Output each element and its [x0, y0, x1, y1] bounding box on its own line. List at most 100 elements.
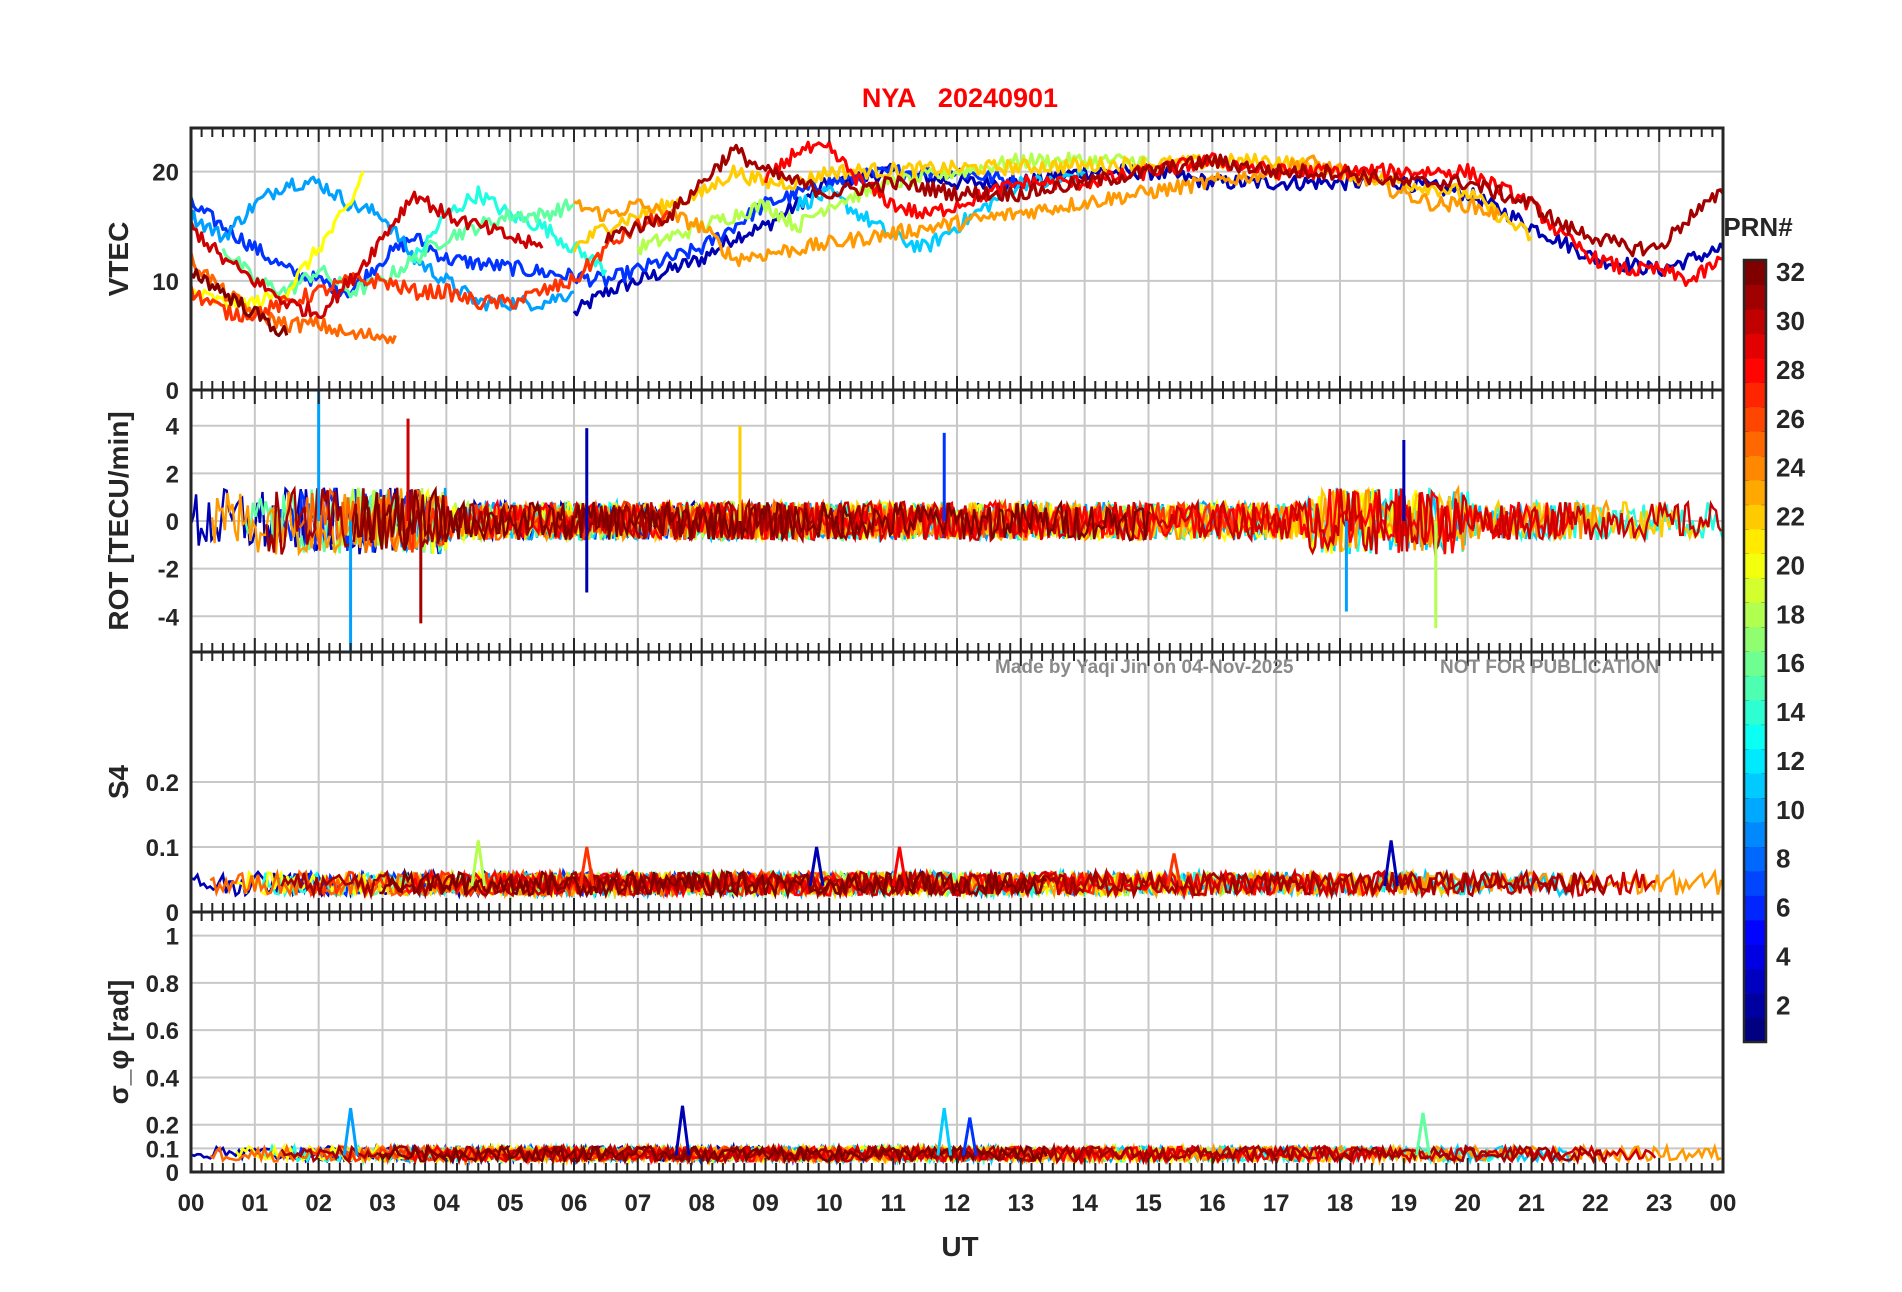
y-tick-label: 0.1 [146, 1136, 179, 1163]
y-tick-label: 0 [166, 509, 179, 536]
vtec-series-prn-5 [191, 164, 1022, 299]
colorbar-segment [1744, 260, 1766, 285]
y-tick-label: 20 [152, 160, 179, 187]
colorbar-segment [1744, 553, 1766, 579]
x-tick-label: 03 [369, 1190, 396, 1217]
y-tick-label: 4 [166, 414, 180, 441]
y-axis-label-s4: S4 [103, 764, 134, 799]
x-tick-label: 10 [816, 1190, 843, 1217]
y-tick-label: 0.8 [146, 971, 179, 998]
colorbar-tick-label: 26 [1776, 404, 1805, 434]
y-tick-label: 2 [166, 461, 179, 488]
sigma_phi-series [404, 1142, 1387, 1166]
vtec-series-prn-27 [191, 210, 672, 323]
panel-sigma_phi: 00.10.2 0.4 0.6 0.8 1 σ_φ [rad] [103, 910, 1725, 1187]
colorbar-segment [1744, 333, 1766, 359]
x-tick-label: 22 [1582, 1190, 1609, 1217]
colorbar-segment [1744, 846, 1766, 872]
colorbar-tick-label: 8 [1776, 844, 1790, 874]
colorbar-tick-label: 18 [1776, 599, 1805, 629]
panel-sigma_phi-data [191, 1105, 1722, 1167]
panel-vtec: 0 10 20 VTEC [103, 126, 1725, 405]
vtec-series-prn-30 [191, 190, 544, 320]
x-minor-ticks [190, 128, 1724, 390]
y-tick-label: 0.1 [146, 835, 179, 862]
colorbar-segment [1744, 870, 1766, 896]
colorbar-tick-label: 14 [1776, 697, 1805, 727]
x-axis-label: UT [941, 1231, 978, 1262]
colorbar-segment [1744, 382, 1766, 408]
x-tick-label: 13 [1007, 1190, 1034, 1217]
vtec-series-prn-18 [636, 151, 1150, 256]
colorbar-segment [1744, 455, 1766, 481]
sigma_phi-peak [342, 1107, 359, 1156]
colorbar-segment [1744, 431, 1766, 456]
colorbar-segment [1744, 675, 1766, 701]
colorbar-segment [1744, 724, 1766, 750]
y-tick-label: 0.6 [146, 1018, 179, 1045]
sigma_phi-peak [936, 1107, 953, 1156]
vtec-series-prn-9 [191, 175, 575, 312]
s4-peak [470, 840, 487, 887]
x-tick-label: 00 [178, 1190, 205, 1217]
y-tick-label: -2 [158, 557, 179, 584]
colorbar-tick-label: 28 [1776, 355, 1805, 385]
s4-peak [1166, 853, 1182, 887]
colorbar-segment [1744, 773, 1766, 799]
x-tick-label: 11 [880, 1190, 905, 1217]
x-minor-ticks [190, 652, 1724, 912]
colorbar-segment [1744, 528, 1766, 554]
y-tick-label: 0.2 [146, 1113, 179, 1140]
colorbar-segment [1744, 626, 1766, 652]
colorbar-segment [1744, 406, 1766, 432]
colorbar-segment [1744, 944, 1766, 970]
x-tick-label: 00 [1710, 1190, 1737, 1217]
x-tick-label: 08 [688, 1190, 715, 1217]
x-tick-label: 04 [433, 1190, 460, 1217]
y-tick-label: 10 [152, 269, 179, 296]
y-tick-label: -4 [158, 604, 180, 631]
rot-series [473, 488, 1574, 555]
vtec-series-prn-31 [604, 143, 1723, 258]
x-minor-ticks [190, 912, 1724, 1172]
x-tick-label: 16 [1199, 1190, 1226, 1217]
colorbar-segment [1744, 284, 1766, 310]
colorbar-tick-label: 10 [1776, 795, 1805, 825]
colorbar-segment [1744, 651, 1766, 676]
colorbar-segment [1744, 357, 1766, 383]
rot-series [265, 485, 867, 555]
y-tick-label: 0 [166, 900, 179, 927]
x-tick-label: 19 [1390, 1190, 1417, 1217]
colorbar-tick-label: 24 [1776, 453, 1805, 483]
colorbar-segment [1744, 699, 1766, 725]
sigma_phi-peak [674, 1105, 691, 1156]
colorbar-tick-label: 6 [1776, 893, 1790, 923]
x-tick-label: 18 [1327, 1190, 1354, 1217]
x-tick-label: 06 [561, 1190, 588, 1217]
x-tick-label: 14 [1071, 1190, 1098, 1217]
panel-s4-data [191, 840, 1723, 901]
colorbar-segment [1744, 748, 1766, 774]
x-minor-ticks [190, 390, 1724, 652]
colorbar-tick-label: 12 [1776, 746, 1805, 776]
watermark-not-for-publication: NOT FOR PUBLICATION [1440, 657, 1659, 678]
y-axis-label-rot: ROT [TECU/min] [103, 411, 134, 630]
y-tick-label: 0 [166, 1160, 179, 1187]
x-tick-label: 02 [305, 1190, 332, 1217]
x-tick-label: 12 [944, 1190, 971, 1217]
colorbar-segment [1744, 504, 1766, 530]
colorbar-tick-label: 30 [1776, 306, 1805, 336]
s4-peak [1383, 840, 1399, 887]
vtec-series-prn-32 [191, 268, 289, 338]
x-tick-label: 15 [1135, 1190, 1162, 1217]
colorbar-segment [1744, 602, 1766, 628]
panel-s4: 0 0.1 0.2 S4 [103, 650, 1725, 927]
x-tick-label: 23 [1646, 1190, 1673, 1217]
colorbar-segment [1744, 895, 1766, 921]
s4-peak [808, 846, 825, 887]
colorbar-segment [1744, 919, 1766, 945]
colorbar-tick-label: 32 [1776, 257, 1805, 287]
